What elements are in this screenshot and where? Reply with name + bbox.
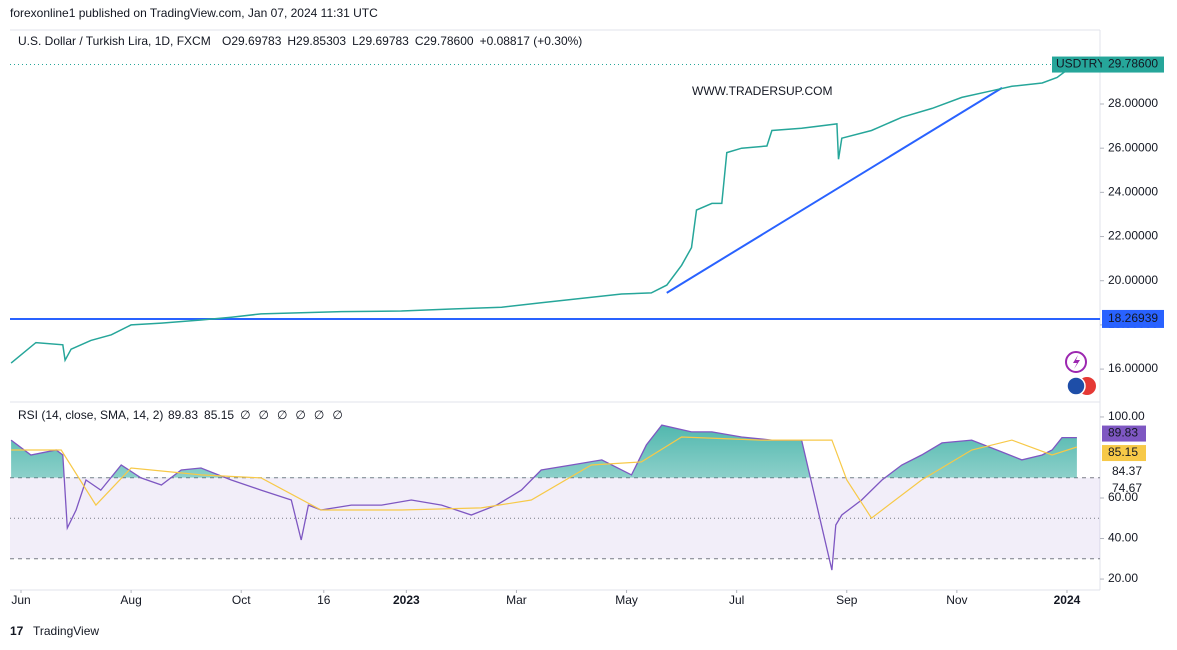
y-tick-label: 16.00000 xyxy=(1108,361,1158,375)
ohlc-value: +0.08817 (+0.30%) xyxy=(480,34,583,48)
symbol: USDTRY xyxy=(1056,57,1105,71)
footer-logo: 17 xyxy=(10,624,24,638)
legend-extra: ∅ xyxy=(277,408,287,422)
y-tick-label: 20.00000 xyxy=(1108,273,1158,287)
annotation: WWW.TRADERSUP.COM xyxy=(692,84,832,98)
hline-badge xyxy=(1102,309,1164,328)
ohlc-value: O29.69783 xyxy=(222,34,282,48)
x-tick-label: 16 xyxy=(317,593,331,607)
y-tick-label: 22.00000 xyxy=(1108,229,1158,243)
icon xyxy=(1066,376,1086,396)
legend-extra: ∅ xyxy=(295,408,305,422)
legend-value: 85.15 xyxy=(204,408,234,422)
legend-extra: ∅ xyxy=(259,408,269,422)
x-tick-label: May xyxy=(615,593,638,607)
x-tick-label: Jun xyxy=(11,593,30,607)
x-tick-label: Aug xyxy=(120,593,141,607)
y-tick-label: 60.00 xyxy=(1108,490,1138,504)
trendline xyxy=(666,87,1003,294)
value-badge-label: 89.83 xyxy=(1108,426,1138,440)
y-tick-label: 26.00000 xyxy=(1108,140,1158,154)
hline-label: 18.26939 xyxy=(1108,311,1158,325)
icon xyxy=(1073,355,1080,369)
rsi-line xyxy=(10,424,1077,571)
publisher: forexonline1 published on TradingView.co… xyxy=(10,6,378,20)
x-tick-label: Jul xyxy=(729,593,744,607)
legend-extra: ∅ xyxy=(332,408,342,422)
value-badge xyxy=(1102,425,1146,442)
y-tick-label: 40.00 xyxy=(1108,531,1138,545)
value-badge xyxy=(1102,445,1146,462)
y-tick-label: 20.00 xyxy=(1108,571,1138,585)
x-tick-label: Nov xyxy=(946,593,967,607)
chart-title: U.S. Dollar / Turkish Lira, 1D, FXCM xyxy=(18,34,211,48)
legend-extra: ∅ xyxy=(314,408,324,422)
y-tick-label: 24.00000 xyxy=(1108,185,1158,199)
symbol-badge xyxy=(1052,56,1102,73)
sma-line xyxy=(11,436,1078,519)
last-price-label: 29.78600 xyxy=(1108,57,1158,71)
icons xyxy=(1065,351,1096,396)
ohlc-value: C29.78600 xyxy=(415,34,474,48)
x-tick-label: 2024 xyxy=(1054,593,1081,607)
footer: TradingView xyxy=(33,624,99,638)
x-tick-label: 2023 xyxy=(393,593,420,607)
legend-extra: ∅ xyxy=(240,408,250,422)
side-label: 74.67 xyxy=(1112,481,1142,495)
ohlc-value: L29.69783 xyxy=(352,34,409,48)
last-price-badge xyxy=(1102,56,1164,73)
side-label: 84.37 xyxy=(1112,464,1142,478)
price-line xyxy=(10,63,1078,364)
ohlc-value: H29.85303 xyxy=(287,34,346,48)
x-tick-label: Sep xyxy=(836,593,858,607)
value-badge-label: 85.15 xyxy=(1108,445,1138,459)
chart-title: RSI (14, close, SMA, 14, 2) xyxy=(18,408,163,422)
overbought-fill xyxy=(11,425,1077,478)
legend-value: 89.83 xyxy=(168,408,198,422)
y-tick-label: 100.00 xyxy=(1108,409,1145,423)
y-tick-label: 28.00000 xyxy=(1108,96,1158,110)
x-tick-label: Mar xyxy=(506,593,527,607)
x-tick-label: Oct xyxy=(232,593,251,607)
